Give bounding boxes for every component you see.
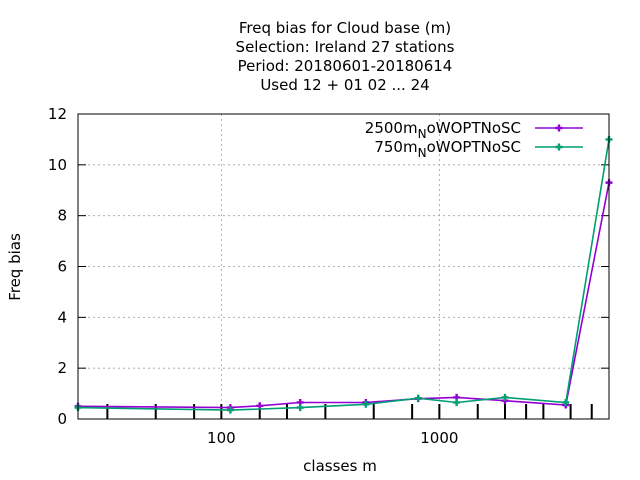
class-marks [106,404,593,419]
y-tick-label: 0 [57,410,67,428]
data-point [453,398,461,406]
chart-title: Freq bias for Cloud base (m) Selection: … [236,19,455,94]
data-point [501,393,509,401]
y-tick-label: 2 [57,359,67,377]
legend-name: 750m [374,138,417,156]
y-tick-label: 8 [57,207,67,225]
legend-label: 2500mNoWOPTNoSC [365,119,521,141]
legend-label: 750mNoWOPTNoSC [374,138,521,160]
data-point [256,402,264,410]
series-line [77,139,610,411]
x-tick-label: 1000 [420,429,458,447]
legend-subscript: N [418,146,427,160]
title-line-3: Period: 20180601-20180614 [238,57,453,75]
y-tick-label: 6 [57,258,67,276]
data-point [362,400,370,408]
y-tick-label: 12 [48,105,67,123]
legend-name-tail: oWOPTNoSC [427,119,521,137]
title-line-4: Used 12 + 01 02 ... 24 [260,76,429,94]
x-tick-label: 100 [207,429,236,447]
title-line-1: Freq bias for Cloud base (m) [239,19,451,37]
data-point [226,406,234,414]
title-line-2: Selection: Ireland 27 stations [236,38,455,56]
data-series [74,135,613,414]
legend-name-tail: oWOPTNoSC [427,138,521,156]
grid [78,114,609,419]
y-tick-label: 4 [57,308,67,326]
legend-subscript: N [418,127,427,141]
legend-marker [555,143,563,151]
x-axis-label: classes m [303,457,377,475]
plot-frame [77,113,610,420]
legend-marker [555,124,563,132]
data-point [296,404,304,412]
data-point [414,394,422,402]
legend-name: 2500m [365,119,418,137]
data-point [562,398,570,406]
series-line [77,182,610,409]
x-axis-ticks: 100 1000 [207,429,458,447]
y-axis-label: Freq bias [6,233,24,301]
y-tick-label: 10 [48,156,67,174]
y-axis-ticks: 0 2 4 6 8 10 12 [48,105,609,428]
